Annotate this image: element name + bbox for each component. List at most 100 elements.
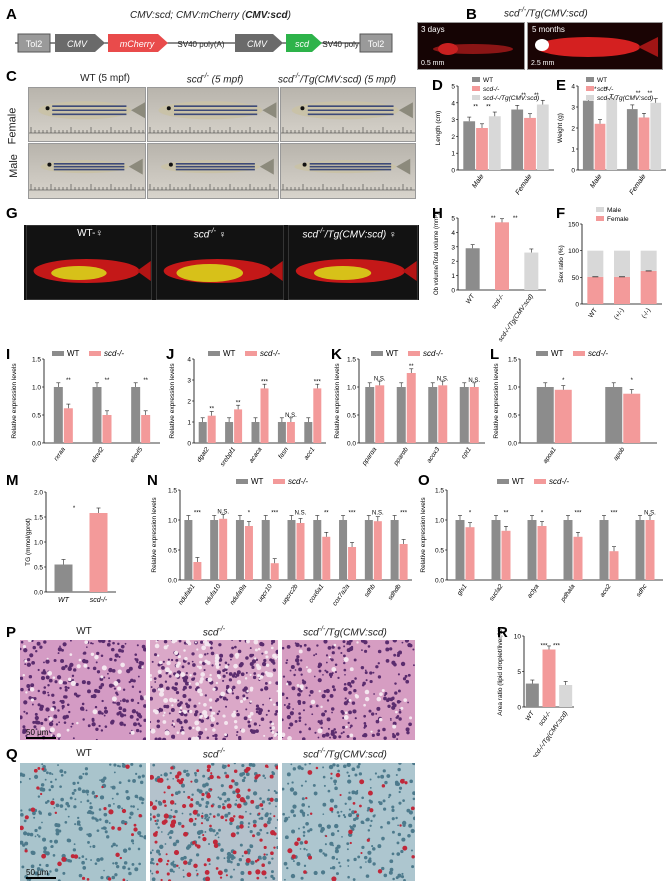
tissue-nucleus bbox=[156, 813, 161, 818]
tissue-nucleus bbox=[325, 654, 329, 657]
tissue-nucleus bbox=[359, 866, 363, 869]
tissue-nucleus bbox=[401, 872, 404, 875]
tissue-droplet bbox=[191, 736, 197, 740]
tissue-droplet bbox=[122, 878, 126, 881]
bar bbox=[463, 121, 476, 170]
tissue-nucleus bbox=[154, 653, 158, 657]
bar bbox=[54, 564, 73, 592]
legend-label: WT bbox=[67, 349, 80, 358]
tissue-droplet bbox=[30, 807, 36, 813]
significance-mark: N.S. bbox=[374, 376, 386, 382]
tissue-droplet bbox=[209, 788, 213, 791]
tissue-nucleus bbox=[20, 640, 24, 644]
tissue-nucleus bbox=[156, 849, 161, 854]
tissue-nucleus bbox=[96, 857, 101, 862]
tissue-droplet bbox=[305, 666, 308, 669]
y-tick-label: 4 bbox=[187, 357, 191, 364]
tissue-droplet bbox=[33, 768, 38, 773]
tissue-nucleus bbox=[329, 694, 334, 698]
tissue-nucleus bbox=[259, 797, 262, 800]
tissue-droplet bbox=[203, 702, 207, 707]
bar bbox=[599, 520, 609, 580]
tissue-nucleus bbox=[78, 826, 83, 831]
bar bbox=[53, 387, 63, 443]
fish-photo-0-1 bbox=[147, 87, 279, 142]
tissue-nucleus bbox=[331, 685, 335, 689]
tissue-nucleus bbox=[342, 716, 345, 720]
tissue-nucleus bbox=[28, 696, 32, 700]
tissue-nucleus bbox=[26, 878, 29, 881]
tissue-nucleus bbox=[48, 788, 52, 792]
significance-mark: ** bbox=[236, 400, 241, 406]
tissue-droplet bbox=[381, 784, 386, 788]
fish-drawing bbox=[281, 101, 415, 134]
tissue-nucleus bbox=[59, 645, 61, 648]
tissue-nucleus bbox=[121, 807, 124, 810]
tissue-droplet bbox=[271, 722, 275, 726]
tissue-nucleus bbox=[393, 662, 397, 667]
significance-mark: *** bbox=[574, 511, 582, 517]
tissue-nucleus bbox=[347, 865, 350, 867]
tissue-droplet bbox=[173, 850, 180, 856]
tissue-nucleus bbox=[158, 674, 162, 678]
tissue-nucleus bbox=[164, 843, 167, 845]
y-axis-label: Relative expression levels bbox=[11, 363, 18, 439]
tissue-nucleus bbox=[406, 730, 410, 735]
tissue-droplet bbox=[249, 718, 252, 722]
tissue-nucleus bbox=[217, 804, 222, 809]
tissue-nucleus bbox=[332, 734, 337, 740]
tissue-nucleus bbox=[113, 763, 117, 767]
tissue-nucleus bbox=[348, 690, 352, 695]
tissue-nucleus bbox=[382, 769, 386, 773]
tissue-nucleus bbox=[371, 733, 375, 737]
tissue-nucleus bbox=[20, 772, 23, 777]
tissue-nucleus bbox=[225, 698, 229, 701]
tissue-nucleus bbox=[25, 734, 28, 738]
tissue-nucleus bbox=[82, 708, 85, 711]
tissue-nucleus bbox=[232, 856, 236, 859]
tissue-nucleus bbox=[269, 726, 272, 730]
tissue-droplet bbox=[204, 728, 208, 731]
legend-label: scd-/-/Tg(CMV:scd) bbox=[483, 95, 539, 102]
tissue-droplet bbox=[150, 677, 153, 682]
tissue-droplet bbox=[159, 687, 165, 693]
tissue-nucleus bbox=[161, 665, 165, 670]
tissue-nucleus bbox=[333, 728, 336, 731]
tissue-nucleus bbox=[306, 647, 311, 652]
tissue-nucleus bbox=[22, 725, 26, 729]
tissue-nucleus bbox=[269, 720, 273, 724]
tissue-droplet bbox=[370, 730, 373, 733]
tissue-droplet bbox=[369, 808, 374, 813]
legend-label: scd-/- bbox=[104, 349, 124, 358]
tissue-nucleus bbox=[293, 791, 298, 796]
tissue-nucleus bbox=[131, 685, 135, 688]
y-tick-label: 3 bbox=[187, 378, 191, 385]
tissue-nucleus bbox=[217, 796, 220, 799]
tissue-nucleus bbox=[347, 721, 350, 724]
tissue-nucleus bbox=[313, 654, 316, 657]
tissue-nucleus bbox=[284, 878, 286, 881]
tissue-nucleus bbox=[204, 694, 208, 697]
y-axis-label: Area ratio (lipid droplet/liver,%) bbox=[497, 627, 504, 716]
tissue-nucleus bbox=[44, 718, 48, 722]
tissue-nucleus bbox=[358, 763, 361, 766]
tissue-nucleus bbox=[198, 803, 202, 807]
tissue-droplet bbox=[222, 805, 226, 810]
tissue-nucleus bbox=[98, 808, 102, 811]
tissue-droplet bbox=[158, 777, 164, 783]
tissue-nucleus bbox=[126, 880, 129, 881]
tissue-droplet bbox=[209, 774, 214, 780]
tissue-nucleus bbox=[76, 820, 81, 824]
tissue-nucleus bbox=[85, 789, 90, 794]
tissue-droplet bbox=[249, 711, 254, 716]
tissue-nucleus bbox=[117, 764, 120, 768]
legend-swatch bbox=[52, 351, 64, 356]
tissue-nucleus bbox=[58, 721, 61, 724]
tissue-nucleus bbox=[236, 862, 240, 867]
bar bbox=[428, 387, 438, 443]
y-tick-label: 0 bbox=[187, 441, 191, 448]
tissue-nucleus bbox=[284, 835, 289, 840]
bar bbox=[63, 408, 73, 443]
tissue-nucleus bbox=[274, 826, 277, 829]
tissue-nucleus bbox=[372, 671, 375, 674]
